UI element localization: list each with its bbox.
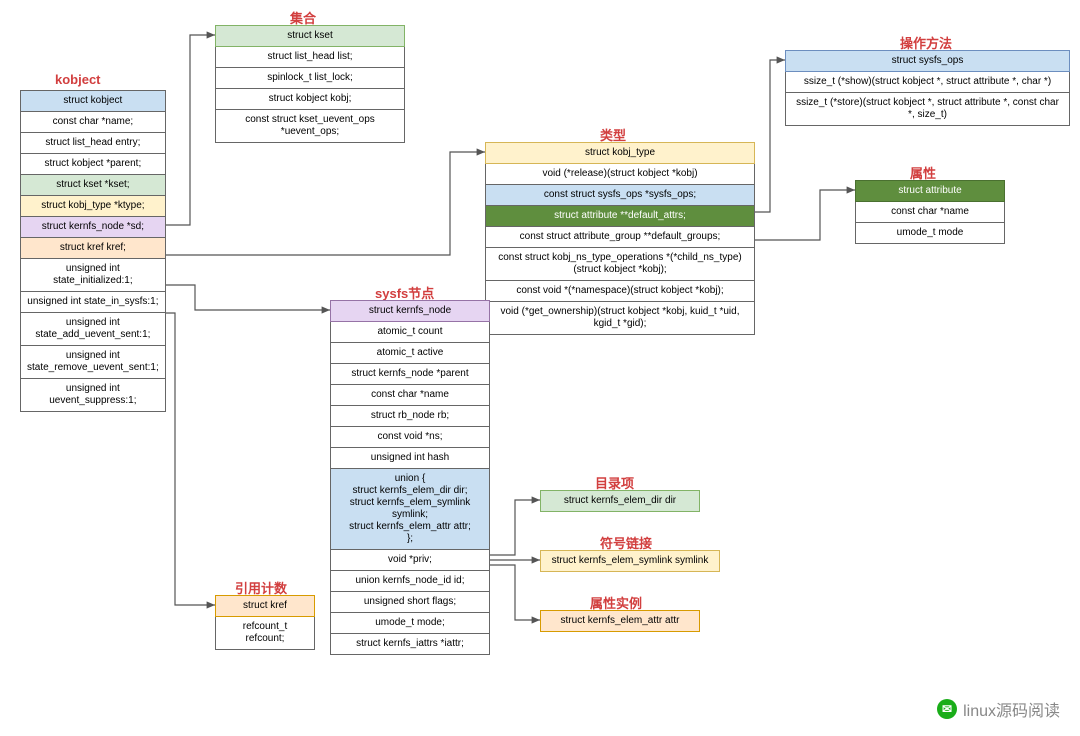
struct-field: void *priv; (331, 550, 490, 571)
struct-table-kref: struct krefrefcount_t refcount; (215, 595, 315, 650)
struct-header: struct kernfs_elem_symlink symlink (541, 551, 720, 572)
struct-field: unsigned int uevent_suppress:1; (21, 379, 166, 412)
struct-field: const struct attribute_group **default_g… (486, 227, 755, 248)
struct-field: const char *name (331, 385, 490, 406)
struct-table-kset: struct ksetstruct list_head list;spinloc… (215, 25, 405, 143)
struct-field: struct kernfs_iattrs *iattr; (331, 634, 490, 655)
struct-field: struct kobject *parent; (21, 154, 166, 175)
struct-field: unsigned int hash (331, 448, 490, 469)
arrow-ktype (150, 152, 485, 255)
title-kobject: kobject (55, 72, 101, 87)
struct-field: umode_t mode; (331, 613, 490, 634)
struct-field: union { struct kernfs_elem_dir dir; stru… (331, 469, 490, 550)
struct-field: refcount_t refcount; (216, 617, 315, 650)
struct-header: struct attribute (856, 181, 1005, 202)
struct-field: struct kernfs_node *parent (331, 364, 490, 385)
struct-field: struct rb_node rb; (331, 406, 490, 427)
struct-field: struct kernfs_node *sd; (21, 217, 166, 238)
struct-header: struct kobject (21, 91, 166, 112)
struct-field: unsigned int state_in_sysfs:1; (21, 292, 166, 313)
struct-header: struct kernfs_elem_dir dir (541, 491, 700, 512)
struct-field: struct kref kref; (21, 238, 166, 259)
struct-field: ssize_t (*store)(struct kobject *, struc… (786, 93, 1070, 126)
diagram-root: { "titles": { "kobject": "kobject", "kse… (0, 0, 1080, 736)
struct-header: struct kernfs_node (331, 301, 490, 322)
struct-field: unsigned int state_remove_uevent_sent:1; (21, 346, 166, 379)
struct-table-dir: struct kernfs_elem_dir dir (540, 490, 700, 512)
struct-header: struct kernfs_elem_attr attr (541, 611, 700, 632)
arrow-union-dir (490, 500, 540, 555)
struct-header: struct sysfs_ops (786, 51, 1070, 72)
struct-field: union kernfs_node_id id; (331, 571, 490, 592)
struct-header: struct kobj_type (486, 143, 755, 164)
arrow-sysfs_ops (755, 60, 785, 212)
watermark-text: linux源码阅读 (963, 697, 1060, 721)
struct-table-kobj_type: struct kobj_typevoid (*release)(struct k… (485, 142, 755, 335)
struct-field: const struct kobj_ns_type_operations *(*… (486, 248, 755, 281)
struct-field: atomic_t count (331, 322, 490, 343)
struct-field: struct attribute **default_attrs; (486, 206, 755, 227)
struct-field: umode_t mode (856, 223, 1005, 244)
struct-field: unsigned int state_initialized:1; (21, 259, 166, 292)
struct-header: struct kset (216, 26, 405, 47)
struct-table-symlink: struct kernfs_elem_symlink symlink (540, 550, 720, 572)
struct-field: const struct kset_uevent_ops *uevent_ops… (216, 110, 405, 143)
struct-field: void (*release)(struct kobject *kobj) (486, 164, 755, 185)
struct-field: atomic_t active (331, 343, 490, 364)
struct-field: const void *ns; (331, 427, 490, 448)
arrow-default_attrs (755, 190, 855, 240)
arrow-sd (150, 285, 330, 310)
struct-field: ssize_t (*show)(struct kobject *, struct… (786, 72, 1070, 93)
struct-field: struct list_head entry; (21, 133, 166, 154)
struct-table-attribute: struct attributeconst char *nameumode_t … (855, 180, 1005, 244)
struct-table-attr: struct kernfs_elem_attr attr (540, 610, 700, 632)
struct-field: struct kset *kset; (21, 175, 166, 196)
struct-table-kernfs_node: struct kernfs_nodeatomic_t countatomic_t… (330, 300, 490, 655)
struct-field: void (*get_ownership)(struct kobject *ko… (486, 302, 755, 335)
struct-field: spinlock_t list_lock; (216, 68, 405, 89)
struct-field: unsigned int state_add_uevent_sent:1; (21, 313, 166, 346)
struct-table-kobject: struct kobjectconst char *name;struct li… (20, 90, 166, 412)
arrow-union-attr (490, 565, 540, 620)
wechat-icon: ✉ (937, 699, 957, 719)
struct-field: struct list_head list; (216, 47, 405, 68)
struct-field: const void *(*namespace)(struct kobject … (486, 281, 755, 302)
struct-field: const char *name (856, 202, 1005, 223)
struct-field: struct kobject kobj; (216, 89, 405, 110)
struct-field: struct kobj_type *ktype; (21, 196, 166, 217)
watermark: ✉ linux源码阅读 (937, 697, 1060, 721)
struct-field: unsigned short flags; (331, 592, 490, 613)
struct-field: const char *name; (21, 112, 166, 133)
struct-header: struct kref (216, 596, 315, 617)
struct-field: const struct sysfs_ops *sysfs_ops; (486, 185, 755, 206)
struct-table-sysfs_ops: struct sysfs_opsssize_t (*show)(struct k… (785, 50, 1070, 126)
